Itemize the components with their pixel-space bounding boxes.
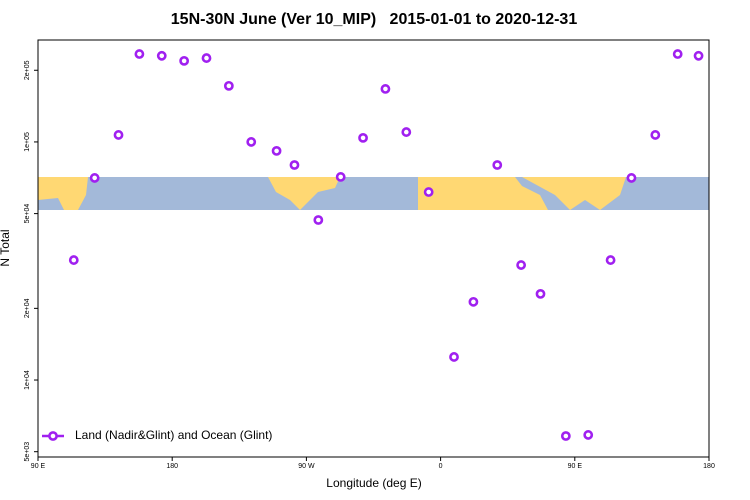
point [380,84,391,94]
point [449,352,459,362]
point [516,260,527,270]
point [271,145,282,156]
point [423,187,434,197]
y-tick-label: 2e+04 [24,298,31,318]
plot-frame [37,39,710,458]
legend-marker [48,431,58,441]
legend-label: Land (Nadir&Glint) and Ocean (Glint) [75,428,272,442]
point [179,55,190,66]
y-tick-label: 1e+05 [24,132,31,152]
x-tick-label: 90 E [568,463,583,470]
point [672,49,683,59]
land [38,177,88,210]
point [113,130,124,140]
x-tick-label: 180 [703,463,715,470]
x-tick-label: 0 [439,463,443,470]
point [313,215,324,225]
y-tick-label: 5e+03 [24,442,31,462]
point [605,255,616,265]
x-tick-label: 90 E [31,463,46,470]
y-tick-label: 5e+04 [24,204,31,224]
point [223,80,234,91]
point [68,255,79,265]
point [693,50,704,61]
y-tick-label: 1e+04 [24,370,31,390]
point [358,132,368,143]
point [468,296,479,307]
point [289,160,300,170]
point [535,289,546,299]
point [492,160,503,170]
point [626,173,637,183]
point [156,50,167,61]
point [583,430,594,440]
x-axis-title: Longitude (deg E) [326,476,421,490]
map-band [38,177,709,210]
land [418,177,548,210]
point [134,49,145,59]
point [560,431,571,441]
point [401,127,412,137]
point [89,173,100,183]
land [522,177,626,210]
y-tick-label: 2e+05 [24,60,31,80]
point [650,130,661,140]
point [201,53,212,63]
x-tick-label: 180 [166,463,178,470]
point [246,137,257,147]
y-axis-title: N Total [0,229,12,266]
land [268,177,340,210]
x-tick-label: 90 W [298,463,315,470]
point [335,172,346,182]
chart-title: 15N-30N June (Ver 10_MIP) 2015-01-01 to … [171,11,578,28]
